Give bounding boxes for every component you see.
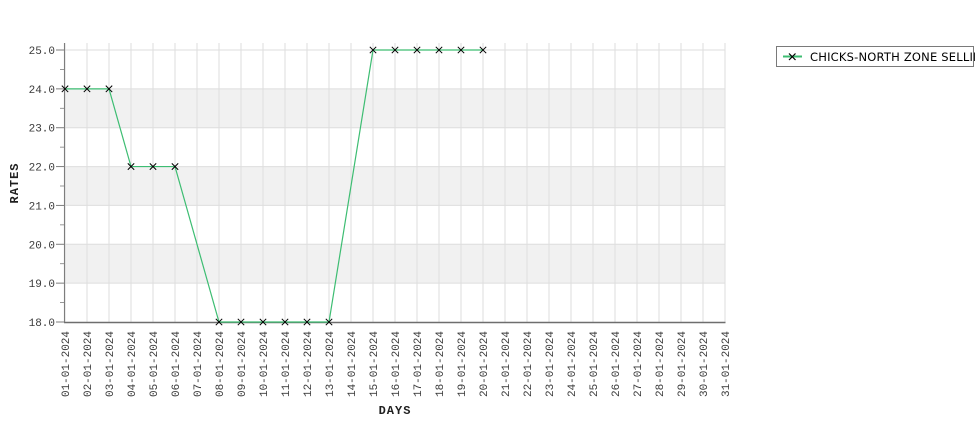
x-tick-label: 17-01-2024 [413, 331, 425, 397]
x-tick-label: 25-01-2024 [589, 331, 601, 397]
x-tick-label: 15-01-2024 [369, 331, 381, 397]
data-point-marker [149, 163, 157, 171]
y-tick-label: 24.0 [29, 85, 55, 97]
x-tick-label: 30-01-2024 [699, 331, 711, 397]
x-tick-label: 16-01-2024 [391, 331, 403, 397]
data-point-marker [391, 46, 399, 54]
x-tick-label: 13-01-2024 [325, 331, 337, 397]
data-point-marker [171, 163, 179, 171]
data-point-marker [325, 318, 333, 326]
data-point-marker [215, 318, 223, 326]
legend-label: CHICKS-NORTH ZONE SELLING [810, 49, 975, 64]
x-tick-label: 10-01-2024 [259, 331, 271, 397]
data-point-marker [303, 318, 311, 326]
x-tick-label: 06-01-2024 [171, 331, 183, 397]
x-tick-label: 05-01-2024 [149, 331, 161, 397]
y-tick-label: 23.0 [29, 124, 55, 136]
data-point-marker [479, 46, 487, 54]
data-point-marker [105, 85, 113, 93]
x-tick-label: 21-01-2024 [501, 331, 513, 397]
y-tick-label: 19.0 [29, 279, 55, 291]
data-point-marker [237, 318, 245, 326]
data-point-marker [83, 85, 91, 93]
x-tick-label: 22-01-2024 [523, 331, 535, 397]
y-tick-label: 25.0 [29, 46, 55, 58]
data-point-marker [457, 46, 465, 54]
x-tick-label: 24-01-2024 [567, 331, 579, 397]
y-tick-label: 21.0 [29, 201, 55, 213]
x-tick-label: 26-01-2024 [611, 331, 623, 397]
y-tick-label: 18.0 [29, 318, 55, 330]
x-tick-label: 02-01-2024 [83, 331, 95, 397]
x-tick-label: 19-01-2024 [457, 331, 469, 397]
data-point-marker [61, 85, 69, 93]
x-tick-label: 27-01-2024 [633, 331, 645, 397]
data-point-marker [413, 46, 421, 54]
x-tick-label: 07-01-2024 [193, 331, 205, 397]
data-point-marker [127, 163, 135, 171]
x-tick-label: 18-01-2024 [435, 331, 447, 397]
x-tick-label: 11-01-2024 [281, 331, 293, 397]
x-tick-label: 29-01-2024 [677, 331, 689, 397]
y-tick-label: 20.0 [29, 240, 55, 252]
x-tick-label: 03-01-2024 [105, 331, 117, 397]
y-tick-label: 22.0 [29, 163, 55, 175]
x-tick-label: 12-01-2024 [303, 331, 315, 397]
x-tick-label: 28-01-2024 [655, 331, 667, 397]
y-axis-title: RATES [8, 162, 22, 204]
x-tick-label: 01-01-2024 [61, 331, 73, 397]
x-tick-label: 09-01-2024 [237, 331, 249, 397]
data-point-marker [281, 318, 289, 326]
x-tick-label: 04-01-2024 [127, 331, 139, 397]
x-axis-title: DAYS [378, 404, 412, 418]
series-line [65, 49, 483, 323]
x-tick-label: 31-01-2024 [721, 331, 733, 397]
data-point-marker [369, 46, 377, 54]
x-tick-label: 08-01-2024 [215, 331, 227, 397]
legend: CHICKS-NORTH ZONE SELLING [776, 46, 975, 67]
data-point-marker [259, 318, 267, 326]
data-point-marker [435, 46, 443, 54]
x-tick-label: 14-01-2024 [347, 331, 359, 397]
x-tick-label: 23-01-2024 [545, 331, 557, 397]
x-tick-label: 20-01-2024 [479, 331, 491, 397]
legend-line-marker-icon [783, 53, 802, 61]
